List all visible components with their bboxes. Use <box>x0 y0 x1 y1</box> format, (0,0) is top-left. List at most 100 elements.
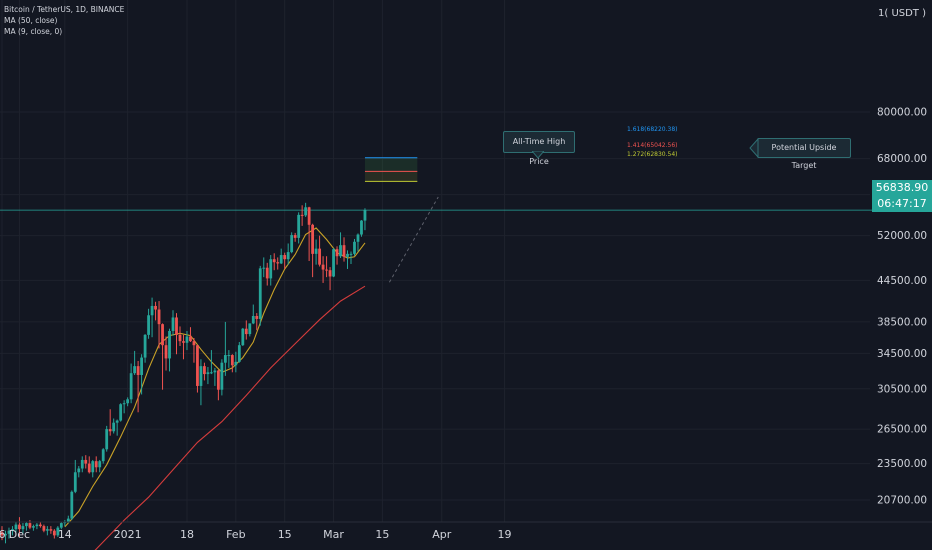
ma9-legend[interactable]: MA (9, close, 0) <box>4 27 63 36</box>
candle <box>265 262 269 286</box>
candle-body <box>49 529 53 531</box>
candle <box>119 403 123 422</box>
candle <box>11 526 14 536</box>
candle <box>189 327 192 342</box>
candle-body <box>248 323 252 335</box>
price-axis[interactable]: 80000.0068000.0060000.0052000.0044500.00… <box>877 107 927 507</box>
ma9-series <box>64 227 366 528</box>
fib-extension[interactable] <box>364 157 418 182</box>
candle-body <box>203 366 206 375</box>
candle <box>314 239 318 265</box>
price-tick-label: 20700.00 <box>877 495 927 507</box>
time-tick-label: 18 <box>180 528 194 541</box>
time-tick-label: Dec <box>9 528 30 541</box>
price-tick-label: 30500.00 <box>877 383 927 395</box>
candle <box>14 521 18 533</box>
candle-body <box>230 355 234 366</box>
candle-body <box>216 370 220 390</box>
candle <box>318 235 321 267</box>
candle-body <box>346 253 349 257</box>
grid-lines <box>0 0 870 522</box>
candle <box>223 321 227 376</box>
price-tick-label: 23500.00 <box>877 458 927 470</box>
candle <box>182 334 185 360</box>
candle <box>241 327 245 346</box>
candle-body <box>349 253 353 255</box>
candle <box>161 323 164 390</box>
candle-body <box>234 361 238 366</box>
candle-body <box>18 524 21 530</box>
candle <box>18 517 21 537</box>
candle <box>129 363 133 404</box>
candle-body <box>293 235 297 238</box>
candle <box>84 455 88 469</box>
candle-body <box>168 330 171 359</box>
candle <box>56 526 60 537</box>
candle-body <box>262 267 266 269</box>
candle-body <box>297 214 301 238</box>
candle-body <box>38 524 42 527</box>
candle-body <box>112 422 116 432</box>
fib-zone-lower <box>364 171 418 182</box>
candle <box>154 301 157 321</box>
time-axis[interactable]: 6 Dec 14 2021 18 Feb 15 Mar 15 Apr 19 <box>0 521 932 541</box>
candle-body <box>157 309 161 325</box>
candle-body <box>241 328 245 346</box>
ma50-legend[interactable]: MA (50, close) <box>4 16 58 25</box>
time-tick-label: Feb <box>226 528 245 541</box>
candle <box>49 526 53 534</box>
candle <box>87 456 91 474</box>
candle <box>286 243 290 265</box>
candle <box>272 253 276 271</box>
currency-label[interactable]: 1( USDT ) <box>878 8 926 19</box>
candle-body <box>318 248 321 265</box>
candle-body <box>213 370 217 373</box>
candle <box>213 367 217 386</box>
candle-body <box>52 530 56 536</box>
candle <box>206 367 210 385</box>
candle-body <box>227 355 231 357</box>
candle <box>216 369 220 401</box>
candle <box>150 297 154 338</box>
target-callout[interactable]: Potential Upside Target <box>757 138 851 170</box>
candle <box>300 205 304 226</box>
candle-body <box>189 336 192 342</box>
projection-dashed-line <box>388 196 439 283</box>
candle <box>91 459 95 478</box>
candle <box>192 338 196 363</box>
candle-body <box>304 207 308 216</box>
candle-body <box>7 530 11 534</box>
candle <box>339 232 342 259</box>
candle-body <box>332 249 335 277</box>
candle-body <box>272 259 276 263</box>
candle <box>38 521 42 528</box>
candle <box>94 456 98 473</box>
candle-body <box>73 472 77 492</box>
candle <box>126 397 130 407</box>
ath-callout[interactable]: All-Time High Price <box>503 131 575 166</box>
candle-body <box>210 372 213 374</box>
candle <box>346 250 349 269</box>
symbol-title[interactable]: Bitcoin / TetherUS, 1D, BINANCE <box>4 5 125 14</box>
candle-body <box>311 224 315 254</box>
candle <box>80 456 84 473</box>
candle-body <box>0 532 4 536</box>
candle <box>147 308 150 339</box>
candle-body <box>258 268 262 319</box>
fib-zone-upper <box>364 157 418 172</box>
candle-body <box>91 461 95 473</box>
time-tick-label: 14 <box>58 528 72 541</box>
ma9-line <box>64 227 366 528</box>
candle <box>115 419 119 436</box>
candle <box>98 459 102 473</box>
candle-body <box>94 461 98 468</box>
projection-line[interactable] <box>388 196 439 283</box>
candle <box>32 524 35 531</box>
price-tick-label: 38500.00 <box>877 316 927 328</box>
candle <box>73 459 77 494</box>
candle-body <box>136 366 140 375</box>
candle <box>143 334 147 363</box>
candle-body <box>192 341 196 346</box>
candle <box>258 265 262 326</box>
